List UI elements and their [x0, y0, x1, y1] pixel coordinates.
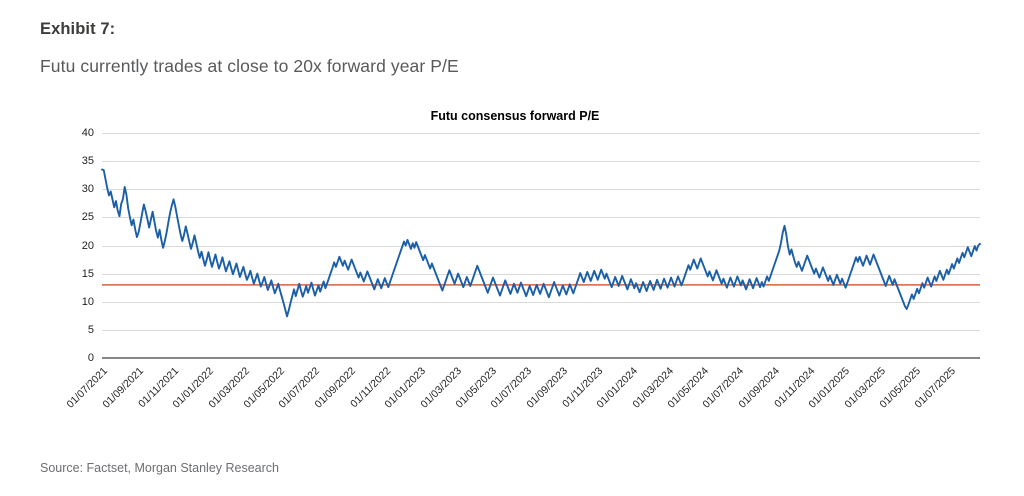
y-tick-label: 40: [81, 127, 94, 139]
y-tick-label: 5: [87, 323, 94, 336]
y-tick-label: 15: [81, 267, 94, 280]
gridline: [102, 217, 980, 219]
y-tick-label: 30: [81, 183, 94, 196]
exhibit-subtitle: Futu currently trades at close to 20x fo…: [40, 56, 459, 76]
series-line: [101, 168, 981, 318]
gridline: [102, 189, 980, 191]
y-tick-label: 20: [81, 239, 94, 252]
x-axis-line: [102, 357, 980, 359]
source-note: Source: Factset, Morgan Stanley Research: [40, 461, 280, 475]
gridline: [102, 301, 980, 303]
chart-title: Futu consensus forward P/E: [430, 109, 600, 123]
exhibit-label: Exhibit 7:: [40, 20, 116, 38]
gridline: [102, 133, 980, 134]
gridline: [102, 273, 980, 275]
gridline: [102, 245, 980, 247]
gridline: [102, 329, 980, 331]
gridline: [102, 161, 980, 163]
y-tick-label: 25: [81, 211, 94, 224]
chart-container: Futu consensus forward P/E 0 5 10 15 20 25 30 3…: [30, 100, 1000, 440]
y-tick-label: 0: [87, 352, 94, 364]
y-tick-label: 35: [81, 155, 94, 168]
plot-area: 0 5 10 15 20 25 30 35 40 01/07/2021 01/09/2021 01/…: [65, 127, 981, 411]
series-plot: [101, 168, 981, 318]
y-tick-label: 10: [81, 295, 94, 308]
